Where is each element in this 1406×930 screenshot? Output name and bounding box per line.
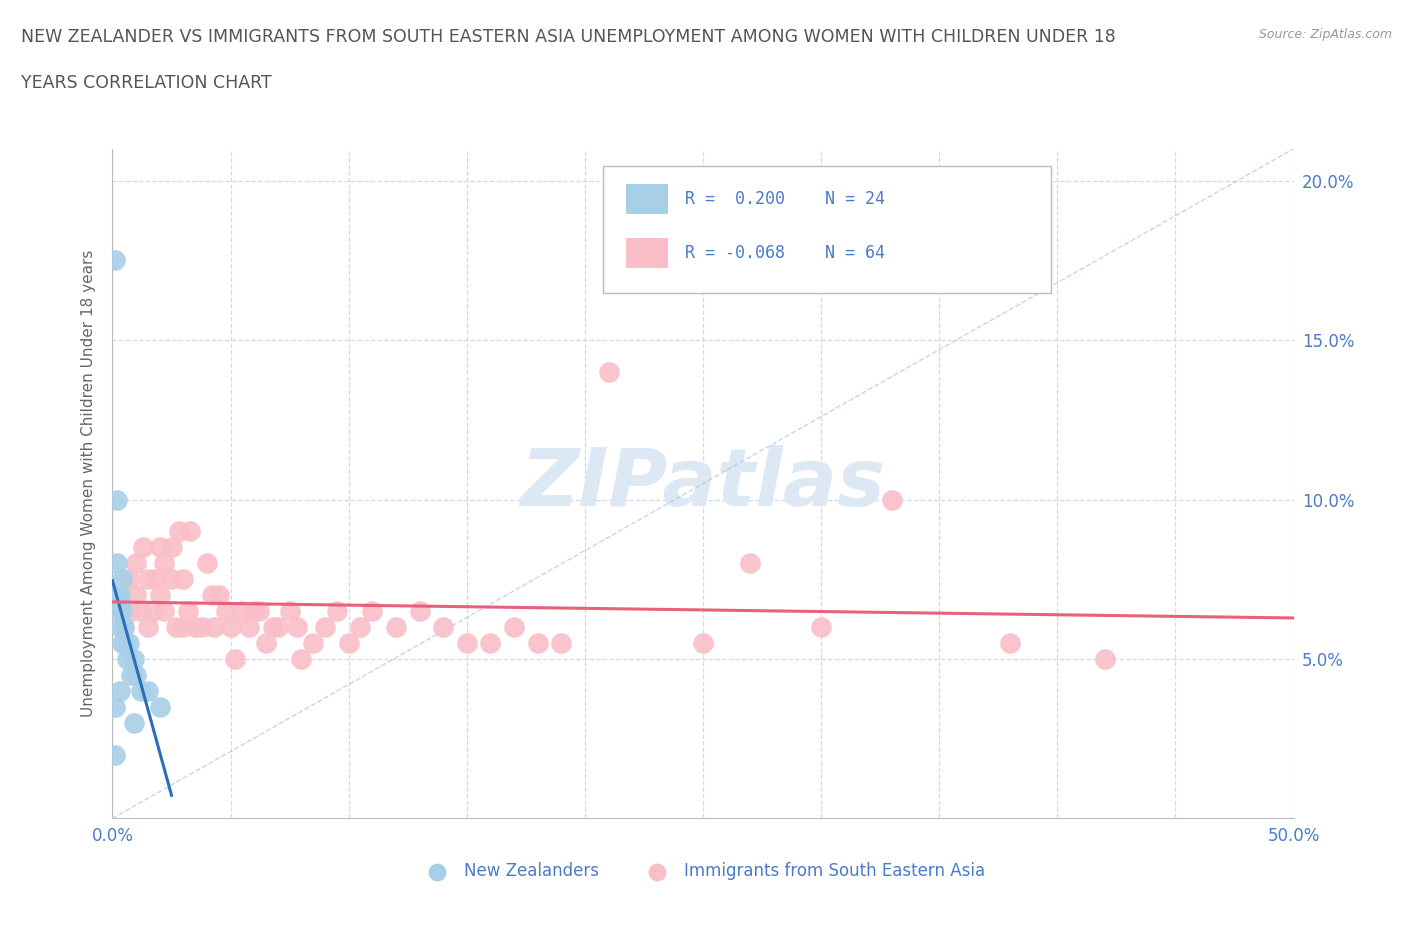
FancyBboxPatch shape bbox=[626, 237, 668, 268]
Point bbox=[179, 524, 201, 538]
Point bbox=[149, 588, 172, 603]
Point bbox=[153, 556, 176, 571]
Point bbox=[326, 604, 349, 618]
FancyBboxPatch shape bbox=[626, 184, 668, 214]
Point bbox=[142, 604, 165, 618]
Point bbox=[104, 747, 127, 762]
Point bbox=[125, 668, 148, 683]
Point bbox=[215, 604, 238, 618]
Text: R =  0.200    N = 24: R = 0.200 N = 24 bbox=[685, 190, 886, 208]
Point bbox=[122, 652, 145, 667]
Point bbox=[432, 619, 454, 634]
Point bbox=[526, 635, 548, 650]
Point bbox=[104, 253, 127, 268]
Point bbox=[160, 572, 183, 587]
Point bbox=[165, 619, 187, 634]
Text: Source: ZipAtlas.com: Source: ZipAtlas.com bbox=[1258, 28, 1392, 41]
Point bbox=[880, 492, 903, 507]
Point bbox=[120, 604, 142, 618]
Point bbox=[550, 635, 572, 650]
Point bbox=[219, 619, 242, 634]
Point bbox=[125, 588, 148, 603]
Point bbox=[479, 635, 502, 650]
Point bbox=[247, 604, 270, 618]
Point bbox=[408, 604, 430, 618]
Point bbox=[129, 684, 152, 698]
Point bbox=[108, 604, 131, 618]
Point bbox=[385, 619, 408, 634]
Y-axis label: Unemployment Among Women with Children Under 18 years: Unemployment Among Women with Children U… bbox=[80, 250, 96, 717]
Point bbox=[177, 604, 200, 618]
Point bbox=[262, 619, 284, 634]
Point bbox=[129, 604, 152, 618]
Point bbox=[290, 652, 312, 667]
Point bbox=[136, 684, 159, 698]
Point bbox=[172, 572, 194, 587]
Point bbox=[108, 684, 131, 698]
Point bbox=[112, 635, 135, 650]
Point bbox=[278, 604, 301, 618]
Point bbox=[285, 619, 308, 634]
Point bbox=[998, 635, 1021, 650]
FancyBboxPatch shape bbox=[603, 166, 1052, 293]
Point bbox=[243, 604, 266, 618]
Point bbox=[136, 572, 159, 587]
Point bbox=[337, 635, 360, 650]
Point bbox=[202, 619, 225, 634]
Point bbox=[105, 556, 128, 571]
Text: YEARS CORRELATION CHART: YEARS CORRELATION CHART bbox=[21, 74, 271, 92]
Point bbox=[314, 619, 336, 634]
Point bbox=[143, 572, 166, 587]
Point bbox=[136, 619, 159, 634]
Point bbox=[201, 588, 224, 603]
Point bbox=[267, 619, 290, 634]
Point bbox=[224, 652, 246, 667]
Text: R = -0.068    N = 64: R = -0.068 N = 64 bbox=[685, 244, 886, 261]
Point bbox=[105, 588, 128, 603]
Legend: New Zealanders, Immigrants from South Eastern Asia: New Zealanders, Immigrants from South Ea… bbox=[415, 856, 991, 887]
Point bbox=[160, 540, 183, 555]
Point bbox=[1094, 652, 1116, 667]
Point bbox=[167, 524, 190, 538]
Point bbox=[740, 556, 762, 571]
Point bbox=[184, 619, 207, 634]
Point bbox=[149, 699, 172, 714]
Point bbox=[238, 619, 260, 634]
Point bbox=[122, 715, 145, 730]
Point bbox=[598, 365, 620, 379]
Point bbox=[231, 604, 253, 618]
Point bbox=[191, 619, 214, 634]
Point bbox=[208, 588, 231, 603]
Point bbox=[108, 588, 131, 603]
Point bbox=[108, 588, 131, 603]
Text: NEW ZEALANDER VS IMMIGRANTS FROM SOUTH EASTERN ASIA UNEMPLOYMENT AMONG WOMEN WIT: NEW ZEALANDER VS IMMIGRANTS FROM SOUTH E… bbox=[21, 28, 1116, 46]
Point bbox=[111, 604, 134, 618]
Point bbox=[692, 635, 714, 650]
Point bbox=[118, 572, 141, 587]
Point bbox=[195, 556, 218, 571]
Point bbox=[153, 604, 176, 618]
Point bbox=[302, 635, 325, 650]
Point bbox=[108, 619, 131, 634]
Point bbox=[810, 619, 832, 634]
Point bbox=[118, 635, 141, 650]
Point bbox=[125, 556, 148, 571]
Point bbox=[503, 619, 526, 634]
Point bbox=[111, 572, 134, 587]
Text: ZIPatlas: ZIPatlas bbox=[520, 445, 886, 523]
Point bbox=[115, 652, 138, 667]
Point bbox=[105, 492, 128, 507]
Point bbox=[361, 604, 384, 618]
Point bbox=[112, 619, 135, 634]
Point bbox=[120, 668, 142, 683]
Point bbox=[132, 540, 155, 555]
Point bbox=[172, 619, 194, 634]
Point bbox=[349, 619, 371, 634]
Point bbox=[254, 635, 277, 650]
Point bbox=[111, 635, 134, 650]
Point bbox=[456, 635, 478, 650]
Point bbox=[112, 619, 135, 634]
Point bbox=[149, 540, 172, 555]
Point bbox=[104, 699, 127, 714]
